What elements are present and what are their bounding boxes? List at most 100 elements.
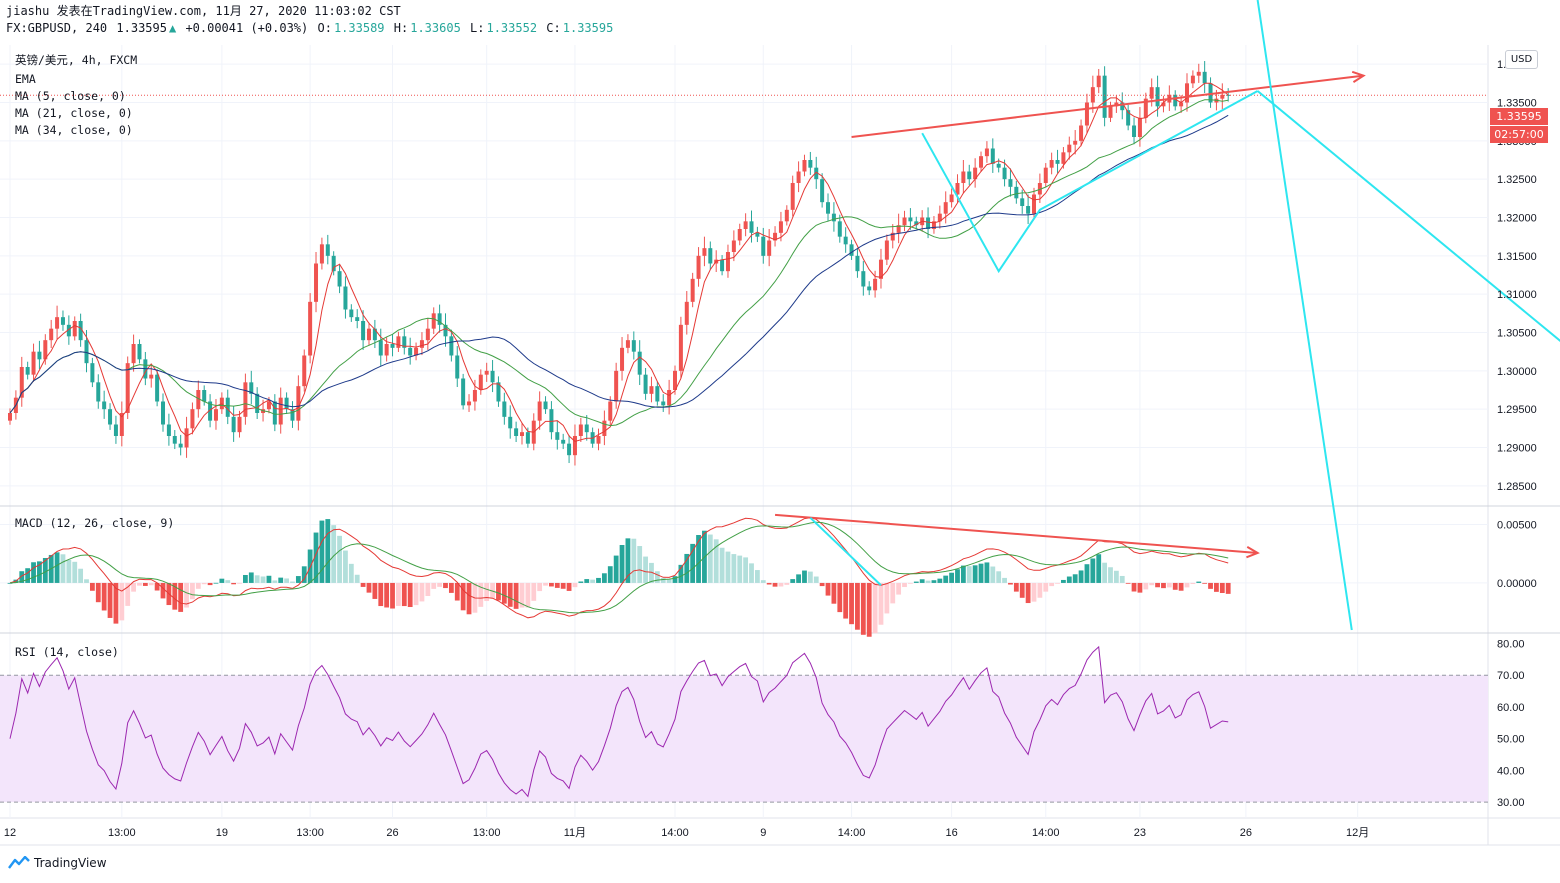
candle-body bbox=[884, 240, 889, 260]
macd-histogram-bar bbox=[413, 582, 419, 606]
macd-histogram-bar bbox=[1196, 581, 1202, 583]
macd-histogram-bar bbox=[319, 520, 325, 583]
publish-info: jiashu 发表在TradingView.com, 11月 27, 2020 … bbox=[6, 4, 401, 18]
candle-body bbox=[425, 328, 430, 341]
macd-divergence-line bbox=[774, 513, 1258, 554]
symbol-legend[interactable]: 英镑/美元, 4h, FXCM bbox=[15, 53, 138, 67]
candle-body bbox=[808, 160, 813, 168]
candle-body bbox=[314, 263, 319, 302]
rsi-band bbox=[0, 674, 1488, 803]
candle-body bbox=[690, 278, 695, 302]
macd-histogram-bar bbox=[902, 582, 907, 588]
macd-histogram-bar bbox=[1214, 582, 1219, 592]
macd-histogram-bar bbox=[743, 557, 749, 583]
candle-body bbox=[572, 436, 577, 456]
candle-body bbox=[567, 443, 572, 456]
candle-body bbox=[537, 401, 542, 421]
macd-histogram-bar bbox=[1049, 582, 1055, 587]
macd-histogram-bar bbox=[195, 582, 201, 589]
ma21-legend[interactable]: MA (21, close, 0) bbox=[15, 106, 133, 120]
candle-body bbox=[967, 171, 972, 180]
candle-body bbox=[749, 221, 754, 233]
price-tick-label: 1.28500 bbox=[1497, 481, 1537, 493]
macd-histogram-bar bbox=[207, 582, 213, 586]
candle-body bbox=[578, 424, 583, 436]
time-tick-label: 11月 bbox=[564, 827, 586, 839]
macd-histogram-bar bbox=[1102, 562, 1108, 583]
ema-legend[interactable]: EMA bbox=[15, 72, 36, 86]
price-axis[interactable]: 1.28500 1.29000 1.29500 1.30000 1.30500 1.310… bbox=[1497, 59, 1537, 809]
currency-badge[interactable]: USD bbox=[1505, 50, 1538, 69]
last-price-tag: 1.33595 bbox=[1490, 108, 1548, 125]
macd-histogram-bar bbox=[237, 582, 242, 584]
high-value: 1.33605 bbox=[410, 21, 461, 35]
macd-histogram-bar bbox=[925, 580, 931, 583]
price-trendline-arrowhead bbox=[1351, 70, 1366, 83]
candle-body bbox=[1220, 94, 1225, 99]
candle-body bbox=[402, 336, 407, 348]
candle-body bbox=[949, 194, 954, 203]
candle-body bbox=[1043, 167, 1048, 183]
macd-histogram-bar bbox=[348, 563, 354, 583]
macd-histogram-bar bbox=[1166, 582, 1172, 588]
candle-body bbox=[455, 355, 460, 379]
macd-histogram-bar bbox=[766, 582, 772, 585]
candle-body bbox=[290, 409, 295, 421]
macd-histogram-bar bbox=[560, 582, 566, 589]
macd-histogram-bar bbox=[1108, 567, 1113, 583]
candle-body bbox=[702, 248, 707, 256]
macd-histogram-bar bbox=[696, 535, 701, 583]
candle-body bbox=[366, 328, 371, 341]
candle-body bbox=[472, 390, 477, 402]
candle-body bbox=[637, 351, 642, 375]
candle-body bbox=[419, 340, 424, 348]
macd-histogram-bar bbox=[578, 581, 584, 583]
candle-body bbox=[384, 344, 389, 356]
macd-histogram-bar bbox=[325, 519, 331, 583]
ma5-legend[interactable]: MA (5, close, 0) bbox=[15, 89, 126, 103]
macd-histogram-bar bbox=[660, 577, 666, 583]
macd-histogram-bar bbox=[996, 571, 1002, 583]
macd-histogram-bar bbox=[190, 582, 195, 600]
macd-histogram-bar bbox=[95, 582, 101, 603]
trend-drawings[interactable] bbox=[774, 0, 1560, 631]
candle-body bbox=[72, 321, 77, 337]
macd-histogram-bar bbox=[584, 579, 590, 583]
open-label: O: bbox=[317, 21, 332, 35]
macd-histogram-bar bbox=[225, 580, 231, 583]
candle-body bbox=[237, 416, 242, 433]
macd-legend[interactable]: MACD (12, 26, close, 9) bbox=[15, 516, 175, 530]
candle-body bbox=[225, 397, 230, 417]
candle-body bbox=[979, 156, 984, 168]
candle-body bbox=[549, 409, 554, 433]
macd-histogram-bar bbox=[243, 574, 248, 583]
candle-body bbox=[284, 397, 289, 410]
macd-histogram-bar bbox=[501, 582, 507, 604]
candle-body bbox=[372, 328, 377, 341]
candle-body bbox=[855, 255, 860, 272]
tradingview-logo[interactable]: TradingView bbox=[8, 856, 107, 870]
candle-body bbox=[296, 386, 301, 421]
macd-histogram-bar bbox=[54, 552, 60, 583]
candle-body bbox=[955, 183, 960, 195]
macd-histogram-bar bbox=[1078, 570, 1084, 583]
candle-body bbox=[1185, 83, 1189, 103]
rsi-line bbox=[9, 645, 1229, 798]
candle-body bbox=[1073, 140, 1078, 145]
candle-body bbox=[849, 244, 854, 256]
candle-body bbox=[873, 278, 878, 291]
candle-body bbox=[414, 347, 419, 356]
rsi-legend[interactable]: RSI (14, close) bbox=[15, 645, 119, 659]
candle-body bbox=[631, 340, 636, 352]
ma34-legend[interactable]: MA (34, close, 0) bbox=[15, 123, 133, 137]
time-axis[interactable]: 12 13:00 19 13:00 26 13:00 11月 14:00 9 14:00 16 14:… bbox=[4, 827, 1369, 839]
rsi-tick-label: 70.00 bbox=[1497, 670, 1525, 682]
macd-histogram-bar bbox=[219, 578, 225, 583]
macd-histogram-bar bbox=[113, 582, 119, 624]
macd-histogram-bar bbox=[960, 565, 966, 583]
candle-body bbox=[767, 240, 772, 256]
macd-histogram-bar bbox=[37, 561, 42, 583]
macd-histogram-bar bbox=[596, 577, 601, 583]
macd-histogram-bar bbox=[201, 582, 207, 585]
